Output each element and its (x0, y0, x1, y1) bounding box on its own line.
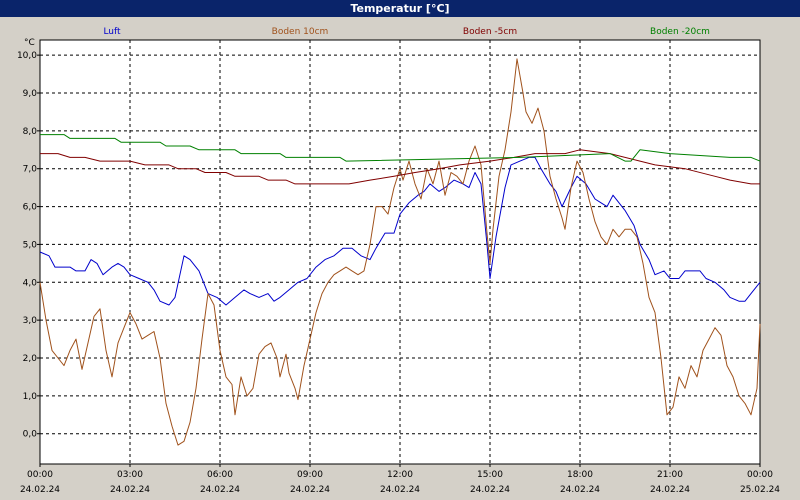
x-tick-date-label: 24.02.24 (380, 485, 420, 495)
legend-entry: Boden -20cm (650, 27, 710, 37)
y-unit-label: °C (24, 38, 35, 48)
x-tick-date-label: 24.02.24 (200, 485, 240, 495)
y-tick-label: 6,0 (23, 203, 38, 213)
y-tick-label: 10,0 (17, 51, 37, 61)
x-tick-date-label: 24.02.24 (650, 485, 690, 495)
y-tick-label: 8,0 (23, 127, 38, 137)
x-tick-time-label: 09:00 (297, 470, 323, 480)
y-tick-label: 7,0 (23, 165, 38, 175)
series-line-luft (39, 156, 761, 306)
legend: Luft Boden 10cm Boden -5cm Boden -20cm (103, 27, 710, 37)
series-lines (39, 58, 761, 446)
y-tick-label: 3,0 (23, 316, 38, 326)
legend-entry: Luft (103, 27, 121, 37)
x-tick-time-label: 00:00 (27, 470, 53, 480)
y-tick-label: 1,0 (23, 392, 38, 402)
x-tick-time-label: 18:00 (567, 470, 593, 480)
legend-entry: Boden -5cm (463, 27, 517, 37)
window-title: Temperatur [°C] (0, 0, 800, 17)
x-tick-date-label: 24.02.24 (290, 485, 330, 495)
temperature-chart: °C 0,0 1,0 2,0 3,0 4,0 5,0 6,0 7,0 8,0 9,0 10,0 00:… (17, 27, 780, 495)
axis-labels: °C 0,0 1,0 2,0 3,0 4,0 5,0 6,0 7,0 8,0 9,0 10,0 00:… (17, 38, 780, 495)
grid-lines (37, 40, 761, 467)
x-tick-date-label: 24.02.24 (20, 485, 60, 495)
x-tick-date-label: 25.02.24 (740, 485, 780, 495)
x-tick-time-label: 06:00 (207, 470, 233, 480)
x-tick-date-label: 24.02.24 (110, 485, 150, 495)
y-tick-label: 5,0 (23, 240, 38, 250)
x-tick-date-label: 24.02.24 (560, 485, 600, 495)
y-tick-label: 2,0 (23, 354, 38, 364)
y-tick-label: 4,0 (23, 278, 38, 288)
series-line-boden-5cm (40, 149, 760, 185)
x-tick-time-label: 21:00 (657, 470, 683, 480)
x-tick-time-label: 12:00 (387, 470, 413, 480)
series-line-boden-10cm (39, 58, 761, 446)
x-tick-time-label: 03:00 (117, 470, 143, 480)
y-tick-label: 0,0 (23, 430, 38, 440)
series-line-boden-20cm (40, 134, 761, 162)
x-tick-time-label: 15:00 (477, 470, 503, 480)
x-tick-date-label: 24.02.24 (470, 485, 510, 495)
legend-entry: Boden 10cm (272, 27, 329, 37)
y-tick-label: 9,0 (23, 89, 38, 99)
x-tick-time-label: 00:00 (747, 470, 773, 480)
